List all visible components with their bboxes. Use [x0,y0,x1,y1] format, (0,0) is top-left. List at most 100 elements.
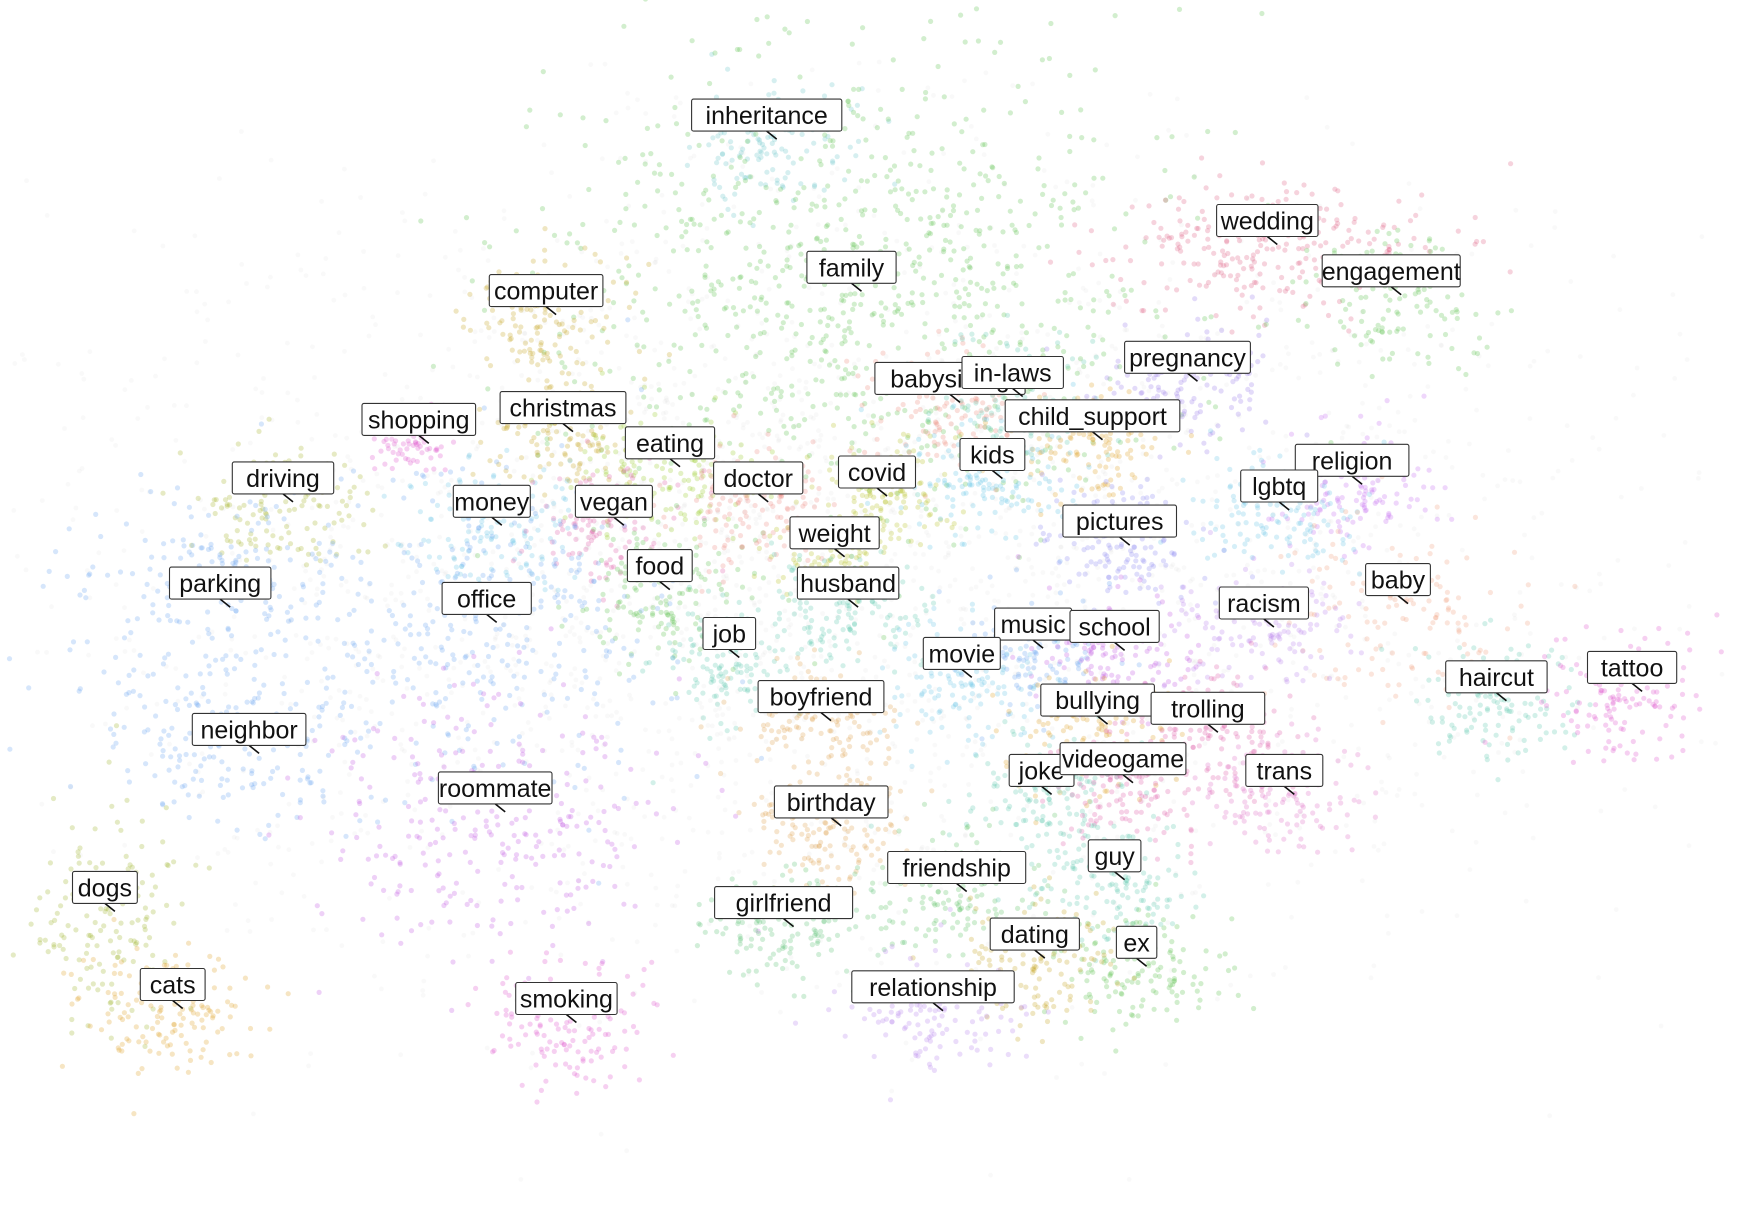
cluster-label-leader [830,817,842,827]
cluster-label-trolling: trolling [1150,691,1266,733]
cluster-label-leader [956,882,968,893]
cluster-label-joke: joke [1008,753,1075,796]
cluster-label-leader [876,487,888,497]
cluster-label-leader [1631,682,1643,693]
cluster-label-leader [1114,871,1126,881]
cluster-label-leader [766,130,778,140]
cluster-label-text: family [819,254,885,282]
cluster-label-leader [1495,692,1507,702]
cluster-label-lgbtq: lgbtq [1240,469,1319,511]
cluster-label-box [231,461,335,495]
cluster-label-leader [949,393,961,404]
cluster-label-box [191,712,307,746]
cluster-label-text: covid [848,459,906,487]
cluster-label-box [1062,504,1178,538]
cluster-label-leader [494,803,506,813]
cluster-label-text: child_support [1018,403,1167,431]
cluster-label-text: eating [636,430,704,458]
cluster-label-birthday: birthday [773,785,889,827]
cluster-label-inheritance: inheritance [691,98,843,140]
cluster-label-text: smoking [520,986,613,1014]
cluster-label-leader [834,548,846,558]
cluster-label-covid: covid [837,455,917,497]
cluster-label-kids: kids [959,437,1026,480]
cluster-label-box [1218,586,1310,620]
cluster-label-leader [1041,785,1053,796]
cluster-label-parking: parking [168,566,272,608]
cluster-label-job: job [702,616,757,659]
cluster-label-box [837,455,917,489]
cluster-label-leader [486,613,498,624]
cluster-label-in-laws: in-laws [961,355,1064,398]
cluster-label-text: tattoo [1601,654,1664,682]
cluster-label-box [488,274,604,308]
cluster-label-box [806,250,897,284]
cluster-label-text: religion [1312,447,1393,475]
cluster-label-text: school [1078,613,1150,641]
cluster-pregnancy [1044,294,1328,485]
cluster-label-music: music [994,607,1073,649]
cluster-labels: inheritance family wedding engagement comput… [71,98,1678,1024]
cluster-label-box [691,98,843,132]
cluster-label-text: music [1000,611,1065,639]
cluster-label-guy: guy [1087,839,1142,881]
cluster-label-school: school [1069,609,1160,652]
cluster-label-shopping: shopping [361,402,477,445]
cluster-office [245,317,765,886]
cluster-label-leader [248,744,260,755]
cluster-label-box [1586,650,1678,684]
cluster-label-girlfriend: girlfriend [714,886,854,928]
cluster-label-leader [851,282,862,292]
cluster-label-wedding: wedding [1216,203,1319,246]
cluster-label-boyfriend: boyfriend [757,680,885,722]
cluster-label-computer: computer [488,274,604,316]
cluster-label-engagement: engagement [1321,254,1461,296]
cluster-label-dating: dating [989,917,1080,959]
cluster-label-text: pictures [1076,508,1164,536]
cluster-label-leader [728,648,740,659]
cluster-label-text: roommate [439,775,552,803]
cluster-label-driving: driving [231,461,335,503]
cluster-label-box [714,886,854,920]
cluster-label-dogs: dogs [71,870,138,913]
cluster-label-text: racism [1227,590,1301,618]
cluster-label-leader [418,434,430,445]
cluster-label-text: joke [1018,757,1065,785]
cluster-label-box [887,850,1027,885]
cluster-label-text: christmas [510,395,617,423]
cluster-label-box [989,917,1080,951]
cluster-label-text: vegan [580,488,648,516]
cluster-label-box [1245,753,1324,787]
cluster-label-box [1365,563,1431,597]
cluster-label-text: wedding [1220,208,1314,236]
cluster-label-weight: weight [789,516,880,558]
cluster-label-text: parking [179,570,261,598]
cluster-label-text: boyfriend [770,684,873,712]
cluster-label-leader [932,1002,944,1012]
cluster-label-box [757,680,885,714]
cluster-label-box [1240,469,1319,503]
cluster-label-leader [565,1013,577,1024]
cluster-label-neighbor: neighbor [191,712,307,755]
cluster-label-box [626,549,693,583]
cluster-label-box [1124,340,1251,374]
cluster-label-leader [172,999,184,1010]
cluster-label-leader [1136,957,1148,967]
cluster-label-box [796,566,900,600]
cluster-label-text: inheritance [706,102,828,130]
cluster-label-leader [669,458,681,468]
cluster-label-box [139,967,206,1002]
cluster-label-box [1087,839,1142,873]
cluster-label-leader [1092,431,1103,441]
cluster-label-religion: religion [1294,443,1410,485]
cluster-label-leader [1278,501,1290,511]
cluster-label-leader [491,516,503,526]
cluster-label-box [1004,399,1181,433]
cluster-label-leader [1032,639,1044,649]
cluster-label-family: family [806,250,897,292]
cluster-label-leader [1283,785,1295,796]
cluster-ex [1041,881,1257,1054]
cluster-label-box [437,771,553,805]
cluster-label-leader [659,580,671,591]
